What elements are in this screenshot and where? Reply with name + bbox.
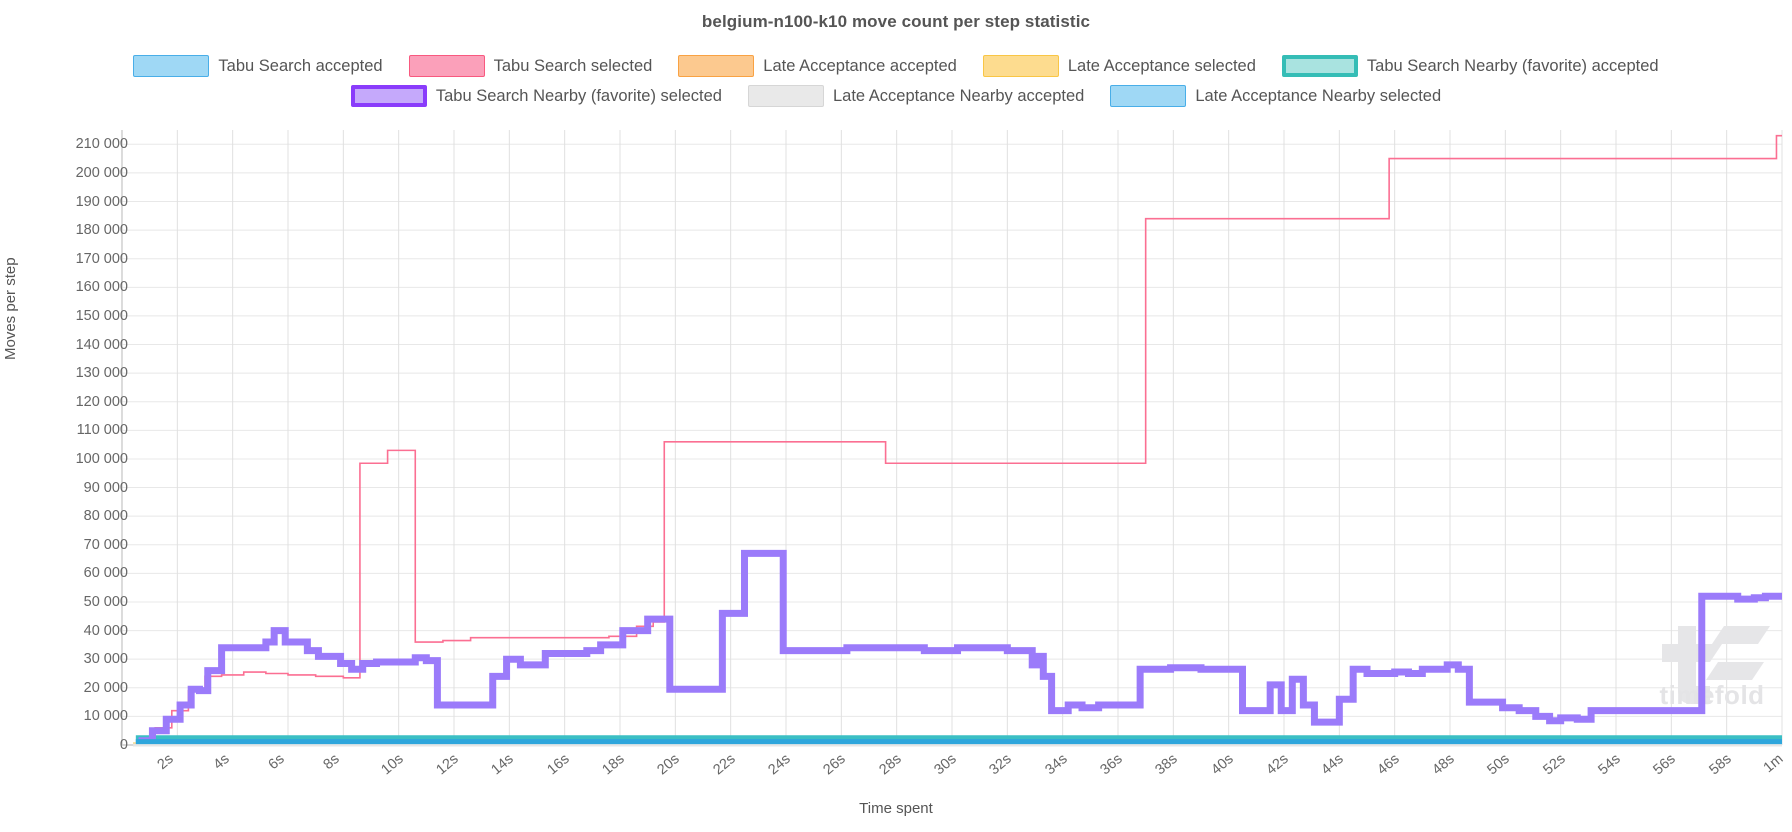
- x-tick-label: 28s: [876, 751, 905, 779]
- x-tick-label: 18s: [599, 751, 628, 779]
- x-tick-label: 30s: [931, 751, 960, 779]
- page-title: belgium-n100-k10 move count per step sta…: [701, 12, 1091, 31]
- legend-item[interactable]: Tabu Search Nearby (favorite) selected: [350, 85, 722, 107]
- legend-swatch-icon: [982, 55, 1059, 77]
- y-tick-label: 40 000: [83, 622, 128, 639]
- legend-item[interactable]: Tabu Search selected: [408, 55, 653, 77]
- legend-label: Tabu Search accepted: [218, 56, 383, 75]
- legend-row: Tabu Search Nearby (favorite) selected La…: [0, 85, 1792, 107]
- y-tick-label: 30 000: [83, 651, 128, 668]
- legend-label: Late Acceptance selected: [1067, 56, 1256, 75]
- x-tick-label: 10s: [378, 751, 407, 779]
- legend-row: Tabu Search accepted Tabu Search selected…: [0, 55, 1792, 77]
- x-tick-label: 20s: [654, 751, 684, 779]
- x-axis-title: Time spent: [859, 800, 933, 817]
- x-tick-label: 44s: [1318, 751, 1348, 779]
- svg-text:timefold: timefold: [1659, 680, 1764, 710]
- legend-label: Tabu Search selected: [493, 56, 653, 75]
- y-tick-label: 90 000: [83, 479, 128, 496]
- x-tick-label: 34s: [1042, 751, 1071, 779]
- legend-label: Late Acceptance Nearby accepted: [832, 86, 1085, 105]
- legend-item[interactable]: Late Acceptance accepted: [678, 55, 957, 77]
- x-tick-label: 58s: [1706, 751, 1735, 779]
- y-tick-label: 120 000: [75, 393, 128, 410]
- legend-swatch-icon: [678, 55, 755, 77]
- legend-label: Tabu Search Nearby (favorite) accepted: [1366, 56, 1659, 75]
- plot-area: timefold: [0, 130, 1792, 750]
- x-tick-label: 52s: [1540, 751, 1569, 779]
- x-tick-label: 46s: [1374, 751, 1403, 779]
- y-tick-label: 20 000: [83, 679, 128, 696]
- y-tick-label: 70 000: [83, 536, 128, 553]
- x-tick-label: 42s: [1263, 751, 1292, 779]
- x-tick-label: 16s: [544, 751, 573, 779]
- legend-swatch-icon: [747, 85, 824, 107]
- grid-lines: [122, 130, 1783, 746]
- y-tick-label: 80 000: [83, 508, 128, 525]
- legend-swatch-icon: [408, 55, 485, 77]
- x-tick-label: 4s: [210, 751, 233, 774]
- timefold-watermark: timefold: [1659, 626, 1770, 710]
- y-tick-label: 150 000: [75, 307, 128, 324]
- chart-svg: timefold: [121, 130, 1783, 747]
- legend-item[interactable]: Tabu Search accepted: [133, 55, 383, 77]
- chart-legend: Tabu Search accepted Tabu Search selected…: [0, 55, 1792, 115]
- series-line: [138, 134, 1782, 743]
- x-tick-label: 50s: [1484, 751, 1514, 779]
- legend-label: Tabu Search Nearby (favorite) selected: [435, 86, 722, 105]
- legend-swatch-icon: [133, 55, 210, 77]
- x-tick-label: 6s: [265, 751, 288, 774]
- y-tick-label: 170 000: [75, 250, 128, 267]
- legend-label: Late Acceptance Nearby selected: [1195, 86, 1442, 105]
- x-tick-label: 12s: [433, 751, 462, 779]
- x-tick-label: 8s: [320, 751, 343, 774]
- x-tick-label: 14s: [488, 751, 518, 779]
- y-tick-label: 180 000: [75, 222, 128, 239]
- legend-swatch-icon: [1110, 85, 1187, 107]
- legend-item[interactable]: Tabu Search Nearby (favorite) accepted: [1281, 55, 1659, 77]
- y-axis-title: Moves per step: [2, 257, 19, 360]
- x-tick-label: 22s: [710, 751, 739, 779]
- x-tick-label: 40s: [1208, 751, 1237, 779]
- y-tick-label: 110 000: [76, 422, 128, 439]
- y-tick-label: 160 000: [75, 279, 128, 296]
- x-tick-label: 32s: [986, 751, 1016, 779]
- y-tick-label: 60 000: [83, 565, 128, 582]
- x-tick-label: 48s: [1429, 751, 1458, 779]
- legend-swatch-icon: [1281, 55, 1358, 77]
- x-tick-label: 38s: [1152, 751, 1182, 779]
- y-tick-label: 210 000: [75, 136, 128, 153]
- y-tick-label: 130 000: [75, 365, 128, 382]
- y-tick-label: 190 000: [75, 193, 128, 210]
- x-tick-label: 54s: [1595, 751, 1624, 779]
- y-tick-label: 140 000: [75, 336, 128, 353]
- legend-label: Late Acceptance accepted: [763, 56, 957, 75]
- legend-item[interactable]: Late Acceptance Nearby selected: [1110, 85, 1441, 107]
- legend-swatch-icon: [350, 85, 427, 107]
- x-tick-label: 1m: [1760, 751, 1787, 777]
- x-tick-label: 26s: [820, 751, 850, 779]
- y-tick-label: 100 000: [75, 450, 128, 467]
- x-tick-label: 2s: [154, 751, 177, 774]
- legend-item[interactable]: Late Acceptance selected: [982, 55, 1256, 77]
- y-tick-label: 0: [119, 737, 128, 753]
- x-tick-label: 24s: [765, 751, 794, 779]
- legend-item[interactable]: Late Acceptance Nearby accepted: [747, 85, 1085, 107]
- x-tick-label: 56s: [1650, 751, 1680, 779]
- x-axis-ticks: 2s 4s 6s 8s 10s 12s 14s 16s 18s 20s 22s 24s 26s 28s 30…: [0, 745, 1792, 795]
- x-tick-label: 36s: [1097, 751, 1126, 779]
- y-tick-label: 200 000: [75, 164, 128, 181]
- series-line: [138, 549, 1782, 745]
- y-axis-ticks: 0 10 000 20 000 30 000 40 000 50 000 60 000 70 …: [40, 130, 128, 753]
- y-tick-label: 10 000: [83, 708, 128, 725]
- y-tick-label: 50 000: [83, 593, 128, 610]
